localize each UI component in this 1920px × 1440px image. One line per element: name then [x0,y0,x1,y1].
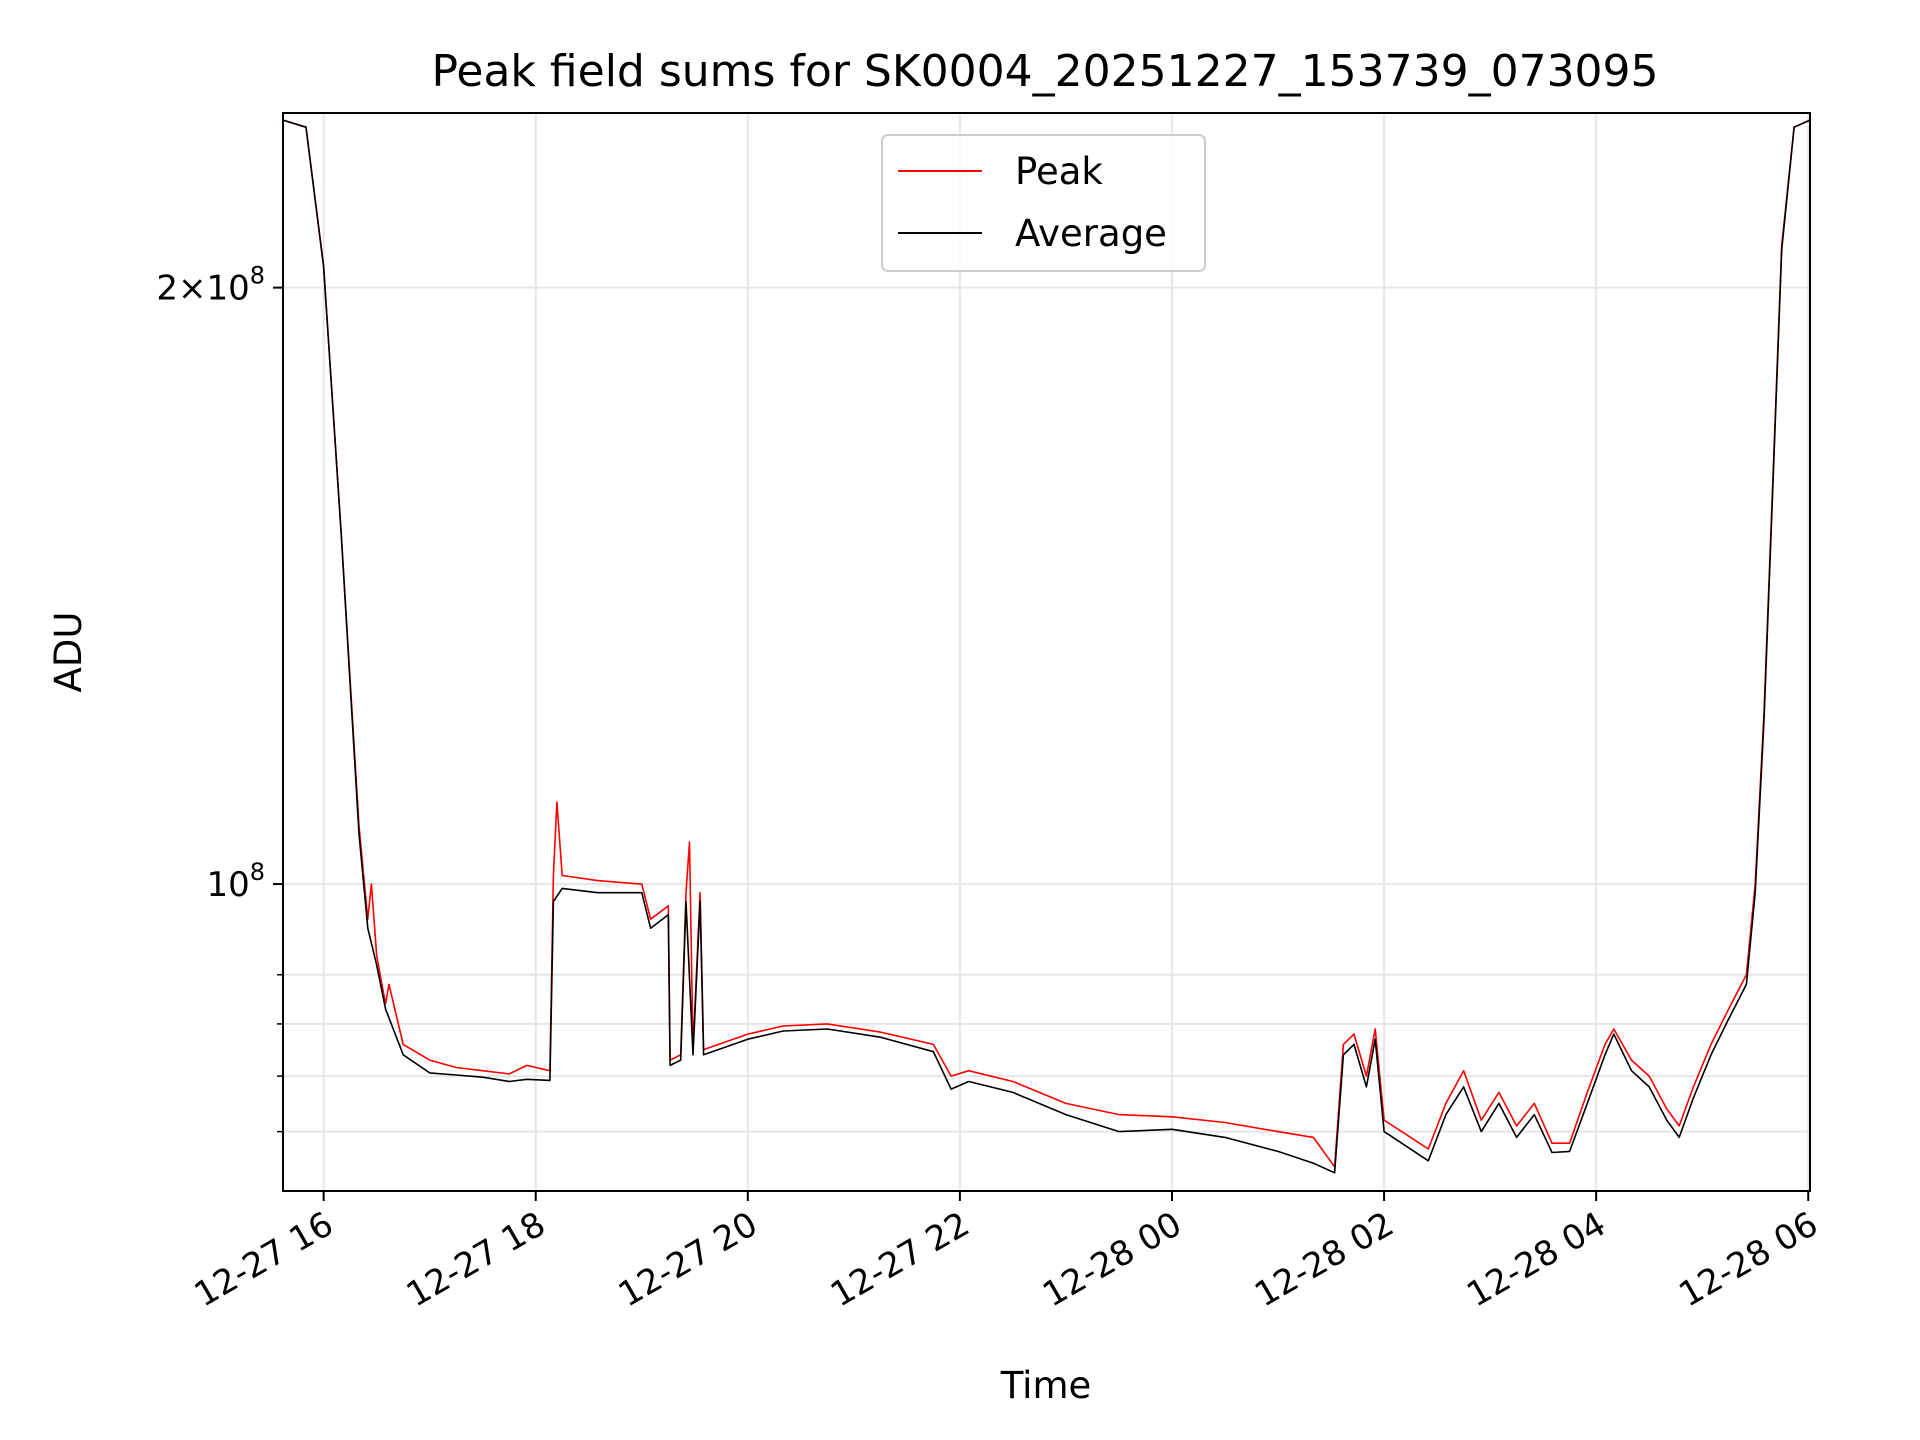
y-tick-times: × [178,269,207,309]
series-line-average [282,119,1811,1174]
series-line-peak [282,119,1811,1168]
series-lines [282,119,1811,1174]
grid-lines [283,113,1810,1191]
y-tick-coef: 2 [156,269,178,309]
legend: Peak Average [881,134,1206,272]
y-tick-base: 10 [206,269,249,309]
legend-label-average: Average [1015,212,1167,255]
legend-label-peak: Peak [1015,150,1103,193]
y-tick-exponent: 8 [250,858,265,886]
x-axis-label: Time [1000,1364,1092,1407]
legend-box [881,134,1206,272]
plot-frame [282,112,1811,1192]
y-tick-label: 108 [206,858,265,905]
y-axis-label: ADU [47,612,90,693]
y-tick-exponent: 8 [250,262,265,290]
chart-title: Peak field sums for SK0004_20251227_1537… [431,46,1658,97]
y-tick-label: 2×108 [156,262,265,309]
y-tick-base: 10 [206,865,249,905]
